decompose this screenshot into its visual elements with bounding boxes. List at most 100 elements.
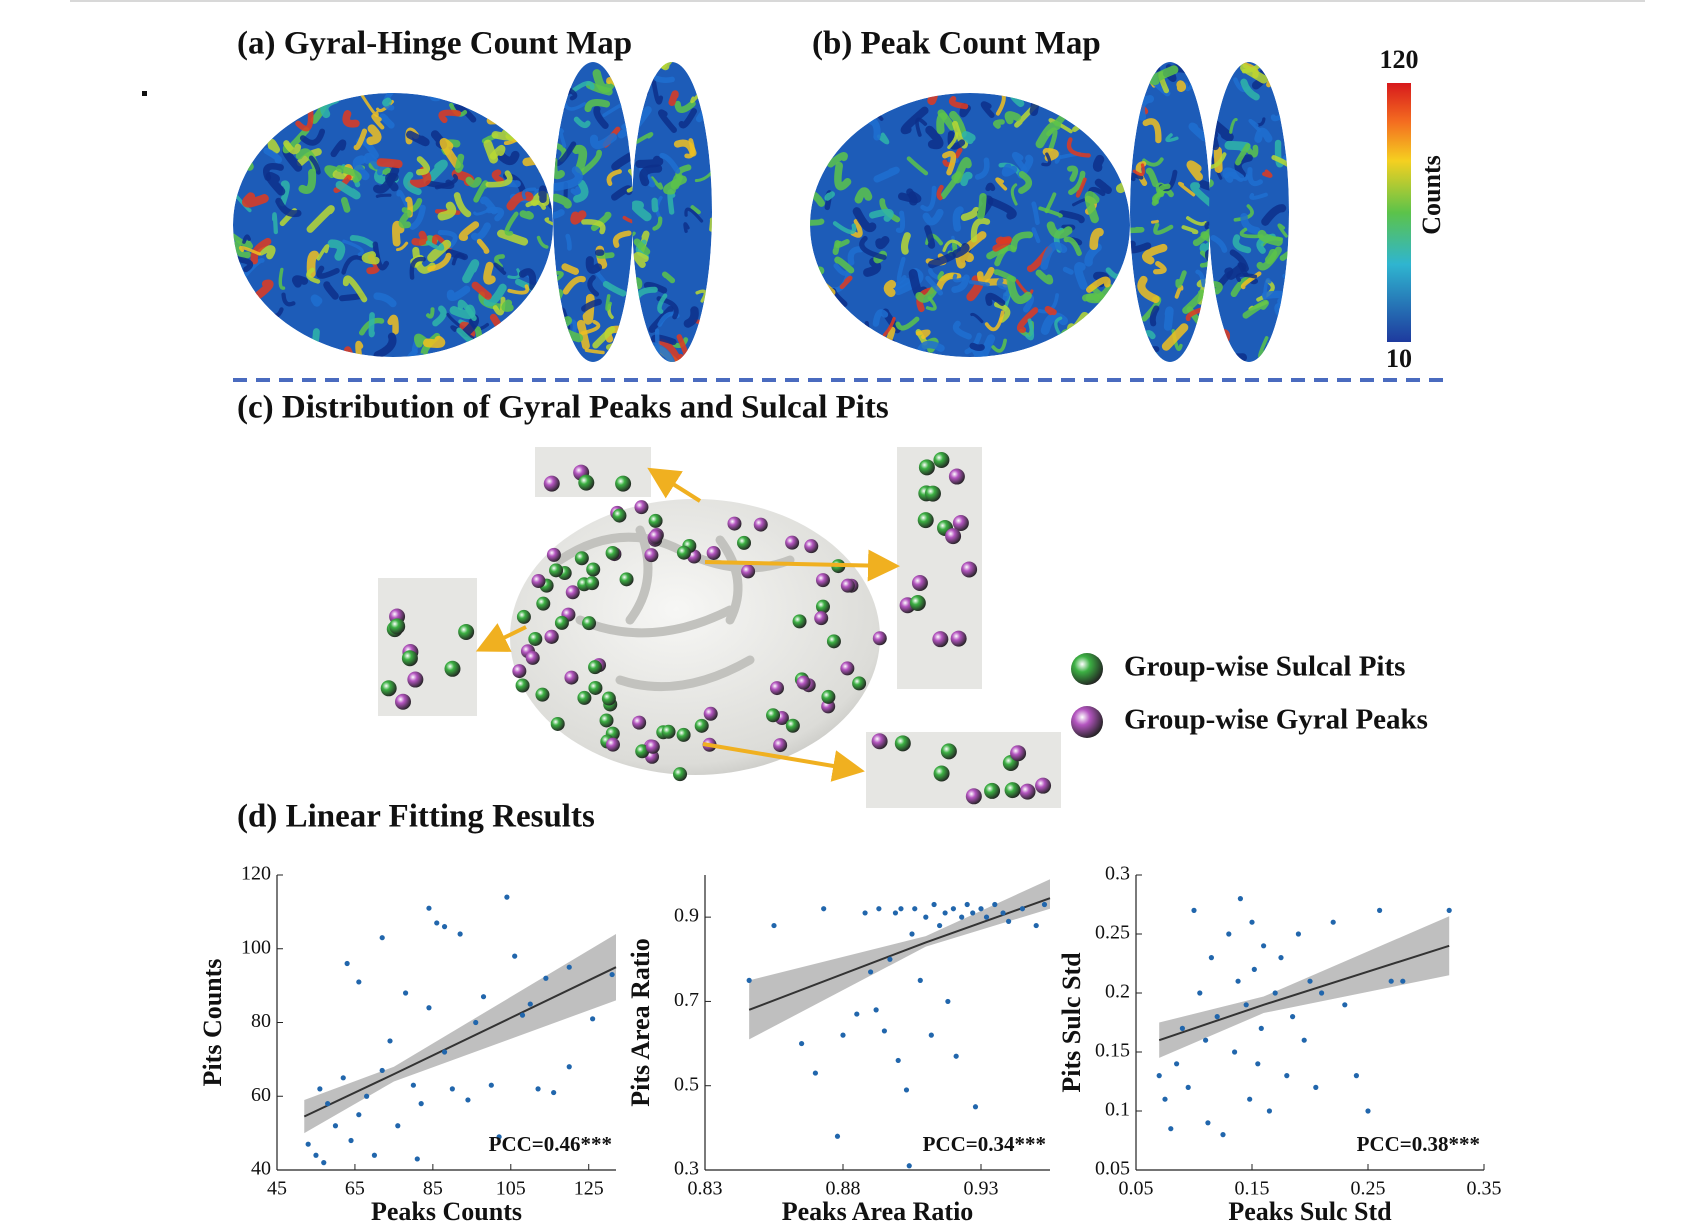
sphere: [444, 660, 461, 677]
brain-texture: [540, 313, 553, 335]
point: [1162, 1096, 1168, 1102]
brain-texture: [947, 130, 966, 150]
point: [746, 977, 752, 983]
sphere: [525, 650, 540, 665]
brain-texture: [949, 110, 967, 138]
brain-texture: [818, 323, 832, 350]
point: [1237, 896, 1243, 902]
brain-texture: [553, 193, 572, 209]
panel-title: (d) Linear Fitting Results: [237, 799, 595, 835]
brain-texture: [474, 326, 483, 346]
point: [873, 1007, 879, 1013]
brain-texture: [324, 165, 338, 179]
sphere: [933, 451, 950, 468]
point: [426, 1005, 432, 1011]
brain-texture: [581, 219, 606, 235]
brain-texture: [1279, 240, 1289, 261]
brain-texture: [506, 191, 534, 211]
brain-texture: [653, 75, 675, 83]
brain-texture: [659, 152, 681, 174]
x-tick-label: 105: [496, 1178, 526, 1200]
brain-texture: [985, 292, 1006, 306]
point: [876, 906, 882, 912]
brain-texture: [678, 108, 697, 129]
brain-texture: [491, 129, 515, 141]
sphere: [961, 561, 978, 578]
brain-texture: [581, 298, 602, 312]
brain-texture: [352, 155, 370, 181]
brain-texture: [952, 320, 972, 340]
brain-texture: [471, 222, 491, 241]
brain-texture: [873, 166, 900, 183]
brain-texture: [1072, 93, 1099, 109]
point: [1290, 1014, 1296, 1020]
brain-texture: [511, 313, 531, 331]
brain-texture: [872, 309, 889, 327]
point: [348, 1137, 354, 1144]
point: [317, 1086, 323, 1092]
point: [895, 1057, 901, 1064]
brain-texture: [632, 62, 648, 85]
sphere: [401, 650, 418, 667]
brain-texture: [897, 191, 922, 203]
brain-texture: [238, 245, 262, 256]
brain-texture: [1271, 155, 1289, 171]
point: [1203, 1037, 1209, 1043]
brain-texture: [486, 113, 508, 125]
y-tick-label: 60: [251, 1084, 271, 1106]
brain-texture: [1163, 306, 1174, 331]
point: [1000, 910, 1006, 916]
brain-texture: [703, 347, 712, 361]
point: [1284, 1073, 1290, 1079]
point: [1205, 1120, 1211, 1126]
brain-texture: [396, 241, 409, 252]
brain-texture: [906, 156, 929, 176]
brain-texture: [925, 125, 944, 150]
point: [970, 910, 976, 916]
point: [1388, 978, 1394, 984]
x-tick-label: 0.15: [1235, 1178, 1270, 1200]
brain-texture: [580, 319, 601, 336]
point: [1295, 931, 1301, 937]
brain-texture: [1185, 216, 1208, 226]
sphere: [615, 475, 632, 492]
brain-texture: [271, 332, 294, 346]
point: [903, 1087, 910, 1093]
y-tick-label: 40: [251, 1158, 271, 1180]
brain-texture: [355, 340, 364, 357]
sphere: [577, 690, 592, 705]
sphere: [582, 616, 597, 631]
brain-texture: [283, 140, 302, 155]
sphere: [458, 623, 475, 640]
brain-texture: [969, 342, 985, 351]
sphere: [753, 517, 768, 532]
brain-texture: [1248, 118, 1262, 133]
legend-label: Group-wise Gyral Peaks: [1124, 704, 1428, 736]
sphere: [585, 576, 600, 591]
brain-texture: [437, 230, 458, 249]
brain-texture: [900, 106, 929, 135]
brain-texture: [1031, 201, 1040, 226]
brain-texture: [1277, 223, 1288, 238]
y-tick-label: 0.05: [1095, 1158, 1130, 1180]
brain-texture: [382, 97, 392, 107]
brain-texture: [1195, 62, 1209, 66]
point: [1197, 990, 1203, 996]
point: [371, 1152, 378, 1158]
point: [950, 906, 957, 912]
brain-texture: [1068, 170, 1086, 196]
brain-texture: [1035, 269, 1054, 285]
brain-texture: [612, 336, 633, 347]
brain-texture: [238, 145, 254, 171]
brain-texture: [622, 340, 633, 362]
brain-texture: [1130, 62, 1137, 75]
sphere: [605, 546, 620, 561]
brain-texture: [1044, 305, 1057, 316]
brain-texture: [683, 222, 690, 233]
brain-texture: [306, 267, 321, 284]
brain-texture: [822, 343, 849, 357]
brain-texture: [1001, 163, 1018, 177]
brain-texture: [1210, 234, 1228, 253]
brain-texture: [1266, 71, 1283, 88]
brain-texture: [282, 111, 292, 118]
